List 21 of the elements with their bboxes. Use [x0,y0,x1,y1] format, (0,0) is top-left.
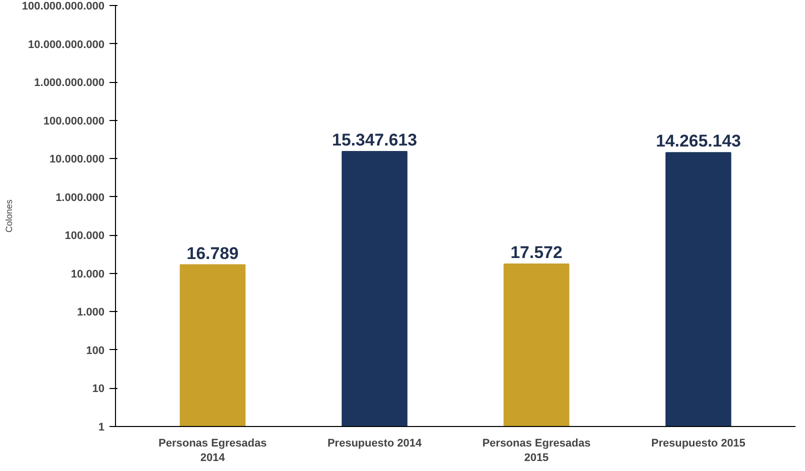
x-tick-label: Personas Egresadas 2015 [482,438,591,464]
x-tick-label: Presupuesto 2015 [651,438,746,450]
x-tick-label: Presupuesto 2014 [327,438,423,450]
y-tick-label: 10.000.000.000 [28,38,105,51]
x-tick-label: Personas Egresadas 2014 [158,438,267,464]
data-label: 15.347.613 [332,130,418,150]
y-tick-label: 100 [86,344,105,357]
y-tick-label: 1 [98,422,105,434]
y-tick-label: 10.000.000 [49,154,105,166]
y-tick-label: 1.000 [76,306,105,319]
y-tick-label: 100.000.000 [43,115,104,128]
y-tick-label: 1.000.000.000 [34,77,105,90]
y-tick-label: 10 [92,383,105,396]
data-label: 17.572 [510,243,562,262]
y-tick-label: 1.000.000 [56,192,104,204]
y-tick-label: 100.000 [64,230,105,242]
y-tick-label: 100.000.000.000 [22,0,105,12]
y-tick-label: 10.000 [70,268,105,280]
data-label: 14.265.143 [656,132,741,151]
data-label: 16.789 [186,244,239,263]
y-axis-title: Colones [4,198,14,233]
